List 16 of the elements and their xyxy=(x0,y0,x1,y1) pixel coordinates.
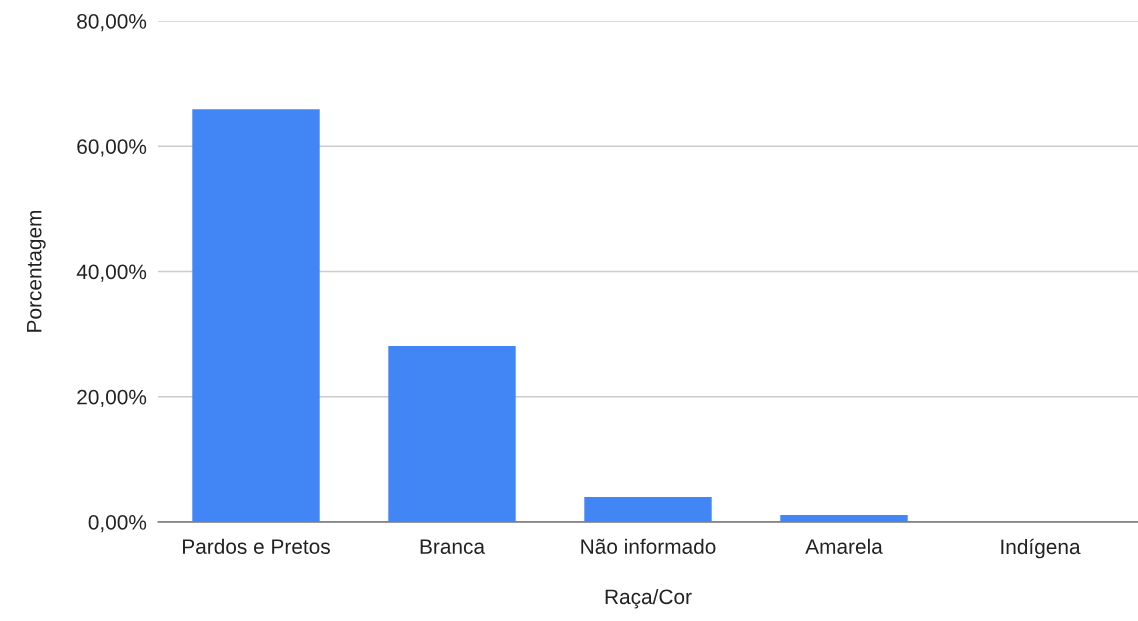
y-tick-label: 80,00% xyxy=(77,14,147,32)
y-tick-label: 0,00% xyxy=(88,515,147,533)
x-axis-title: Raça/Cor xyxy=(605,588,692,609)
x-tick-label: Branca xyxy=(420,539,486,554)
y-tick-label: 40,00% xyxy=(76,264,147,282)
y-tick-label: 60,00% xyxy=(77,139,147,157)
y-tick-label: 20,00% xyxy=(77,389,147,407)
x-tick-label: Amarela xyxy=(805,538,883,554)
x-tick-label: Indígena xyxy=(1001,538,1081,559)
x-tick-label: Pardos e Pretos xyxy=(183,538,330,554)
bar xyxy=(388,346,516,522)
bar xyxy=(780,515,908,522)
x-tick-label: Não informado xyxy=(581,538,716,554)
y-axis-title: Porcentagem xyxy=(27,210,46,332)
bar xyxy=(192,109,320,522)
bar xyxy=(584,496,712,522)
